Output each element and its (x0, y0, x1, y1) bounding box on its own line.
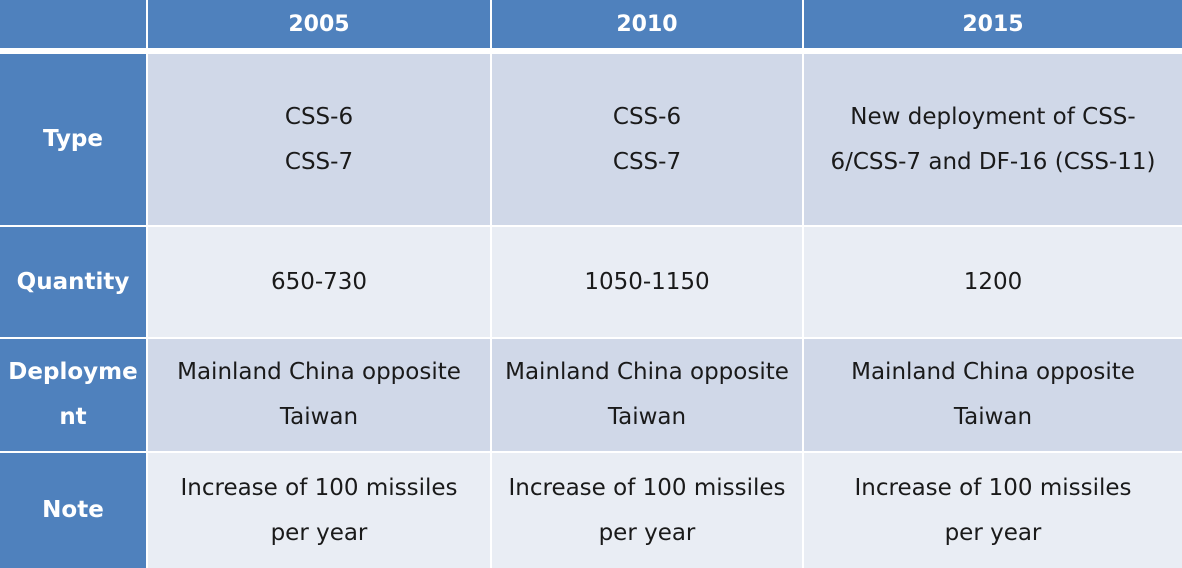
row-header-type: Type (0, 54, 148, 227)
cell-text: Taiwan (607, 404, 687, 430)
header-year-label: 2010 (616, 11, 678, 37)
header-year-label: 2015 (962, 11, 1024, 37)
cell-text: 1050-1150 (584, 268, 710, 295)
row-header-label: Type (42, 126, 103, 152)
cell-text: per year (944, 519, 1042, 546)
cell-text: Increase of 100 missiles (508, 474, 786, 501)
quantity-2010-cell: 1050-1150 (492, 227, 804, 339)
cell-text: Taiwan (953, 404, 1033, 430)
deployment-2010-cell: Mainland China opposite Taiwan (492, 339, 804, 453)
row-header-label: Deployme (8, 359, 138, 385)
cell-text: 6/CSS-7 and DF-16 (CSS-11) (830, 148, 1156, 175)
row-header-note: Note (0, 453, 148, 568)
cell-text: Increase of 100 missiles (854, 474, 1132, 501)
cell-text: Increase of 100 missiles (180, 474, 458, 501)
note-2005-cell: Increase of 100 missiles per year (148, 453, 492, 568)
deployment-2015-cell: Mainland China opposite Taiwan (804, 339, 1182, 453)
cell-text: Mainland China opposite (851, 359, 1135, 385)
cell-text: CSS-7 (284, 148, 354, 175)
type-2010-cell: CSS-6 CSS-7 (492, 54, 804, 227)
note-2015-cell: Increase of 100 missiles per year (804, 453, 1182, 568)
cell-text: per year (598, 519, 696, 546)
quantity-2015-cell: 1200 (804, 227, 1182, 339)
header-year-label: 2005 (288, 11, 350, 37)
row-header-quantity: Quantity (0, 227, 148, 339)
cell-text: Taiwan (279, 404, 359, 430)
cell-text: per year (270, 519, 368, 546)
cell-text: Mainland China opposite (505, 359, 789, 385)
note-2010-cell: Increase of 100 missiles per year (492, 453, 804, 568)
row-header-label: Note (42, 497, 104, 523)
quantity-2005-cell: 650-730 (148, 227, 492, 339)
cell-text: 1200 (963, 268, 1023, 295)
header-year-2005: 2005 (148, 0, 492, 54)
cell-text: CSS-7 (612, 148, 682, 175)
type-2015-cell: New deployment of CSS- 6/CSS-7 and DF-16… (804, 54, 1182, 227)
row-header-label: Quantity (16, 268, 130, 295)
row-header-label: nt (59, 404, 87, 430)
deployment-2005-cell: Mainland China opposite Taiwan (148, 339, 492, 453)
header-year-2010: 2010 (492, 0, 804, 54)
type-2005-cell: CSS-6 CSS-7 (148, 54, 492, 227)
row-header-deployment: Deployme nt (0, 339, 148, 453)
cell-text: New deployment of CSS- (850, 103, 1136, 130)
cell-text: 650-730 (270, 268, 368, 295)
header-corner-cell (0, 0, 148, 54)
cell-text: Mainland China opposite (177, 359, 461, 385)
cell-text: CSS-6 (284, 103, 354, 130)
cell-text: CSS-6 (612, 103, 682, 130)
header-year-2015: 2015 (804, 0, 1182, 54)
